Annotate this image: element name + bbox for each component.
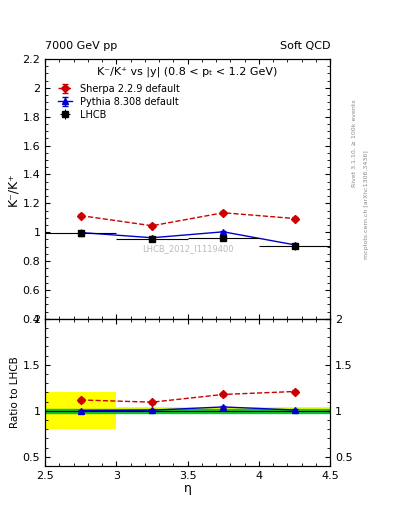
Text: mcplots.cern.ch [arXiv:1306.3436]: mcplots.cern.ch [arXiv:1306.3436] (364, 151, 369, 259)
Y-axis label: Ratio to LHCB: Ratio to LHCB (10, 356, 20, 429)
Text: Rivet 3.1.10, ≥ 100k events: Rivet 3.1.10, ≥ 100k events (352, 99, 357, 187)
Bar (116, 407, 330, 415)
Text: K⁻/K⁺ vs |y| (0.8 < pₜ < 1.2 GeV): K⁻/K⁺ vs |y| (0.8 < pₜ < 1.2 GeV) (97, 67, 278, 77)
Text: Soft QCD: Soft QCD (280, 41, 330, 51)
Bar (45, 409, 330, 413)
Text: LHCB_2012_I1119400: LHCB_2012_I1119400 (142, 244, 233, 253)
Y-axis label: K⁻/K⁺: K⁻/K⁺ (7, 172, 20, 206)
X-axis label: η: η (184, 482, 192, 495)
Text: 7000 GeV pp: 7000 GeV pp (45, 41, 118, 51)
Bar (45, 392, 116, 429)
Legend: Sherpa 2.2.9 default, Pythia 8.308 default, LHCB: Sherpa 2.2.9 default, Pythia 8.308 defau… (56, 82, 182, 122)
